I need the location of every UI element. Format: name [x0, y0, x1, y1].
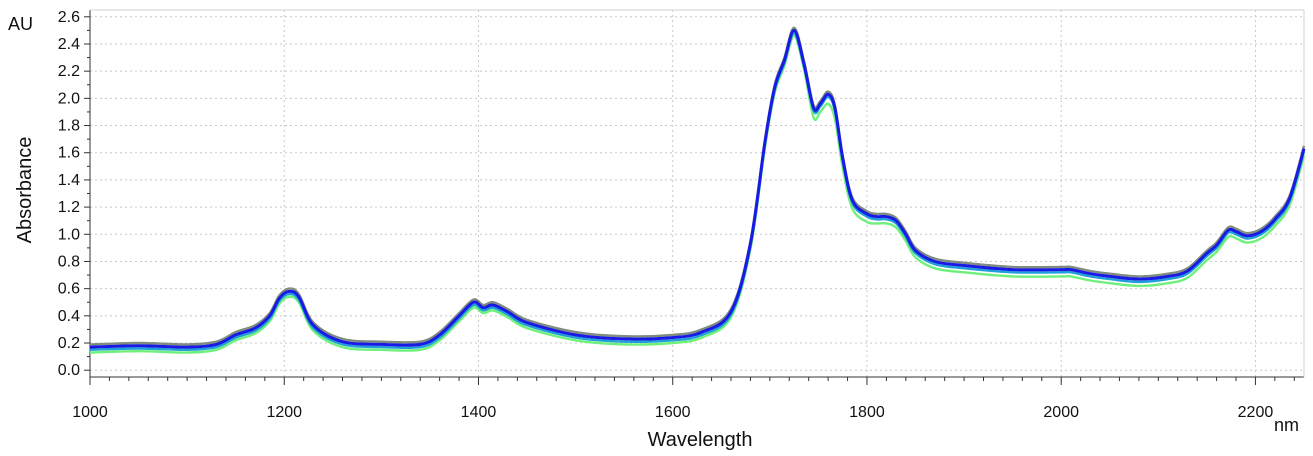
series-line-1: [89, 26, 1306, 346]
y-tick-label: 2.2: [58, 63, 80, 80]
x-tick-label: 1200: [266, 404, 302, 421]
y-tick-label: 2.0: [58, 90, 80, 107]
plot-frame: [89, 9, 1305, 378]
y-tick-label: 0.6: [58, 281, 80, 298]
y-tick-label: 0.0: [58, 362, 80, 379]
y-tick-label: 1.6: [58, 145, 80, 162]
y-axis-label: Absorbance: [14, 137, 36, 244]
y-tick-label: 0.2: [58, 335, 80, 352]
y-axis-ticks: 0.0 0.2 0.4 0.6 0.8 1.0 1.2 1.4 1.6 1.8 2.0 2.2 2.4 2…: [58, 9, 90, 379]
y-tick-label: 1.8: [58, 118, 80, 135]
x-tick-label: 1000: [72, 404, 108, 421]
series-line-4: [89, 34, 1306, 354]
series-lines: [89, 26, 1306, 354]
grid-lines: [90, 10, 1304, 377]
y-tick-label: 1.4: [58, 172, 80, 189]
x-axis-unit: nm: [1274, 415, 1299, 435]
y-tick-label: 0.4: [58, 308, 80, 325]
y-axis-unit: AU: [8, 14, 33, 34]
x-tick-label: 2000: [1043, 404, 1079, 421]
x-axis-label: Wavelength: [648, 429, 753, 451]
x-tick-label: 2200: [1238, 404, 1274, 421]
x-tick-label: 1400: [461, 404, 497, 421]
y-tick-label: 2.6: [58, 9, 80, 26]
y-tick-label: 0.8: [58, 253, 80, 270]
y-tick-label: 1.0: [58, 226, 80, 243]
series-line-3: [89, 31, 1306, 352]
y-tick-label: 2.4: [58, 36, 80, 53]
y-tick-label: 1.2: [58, 199, 80, 216]
x-tick-label: 1800: [849, 404, 885, 421]
series-line-2: [89, 28, 1306, 349]
x-tick-label: 1600: [655, 404, 691, 421]
x-axis-ticks: 1000 1200 1400 1600 1800 2000 2200: [72, 377, 1295, 421]
